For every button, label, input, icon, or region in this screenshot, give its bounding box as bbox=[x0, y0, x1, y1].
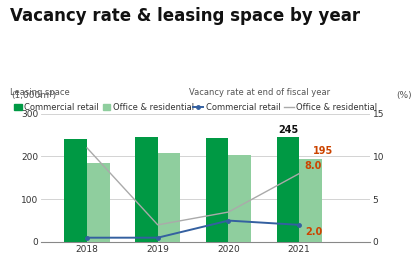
Bar bbox=[158, 153, 180, 242]
Text: (1,000m²): (1,000m²) bbox=[12, 91, 57, 100]
Text: 2.0: 2.0 bbox=[305, 227, 322, 237]
Bar bbox=[277, 137, 299, 242]
Bar bbox=[229, 155, 251, 242]
Bar bbox=[87, 163, 110, 242]
Text: 245: 245 bbox=[278, 125, 298, 135]
Text: Vacancy rate at end of fiscal year: Vacancy rate at end of fiscal year bbox=[189, 88, 330, 97]
Legend: Commercial retail, Office & residential: Commercial retail, Office & residential bbox=[193, 103, 377, 112]
Text: 195: 195 bbox=[313, 146, 334, 156]
Bar bbox=[135, 137, 158, 242]
Text: (%): (%) bbox=[396, 91, 411, 100]
Legend: Commercial retail, Office & residential: Commercial retail, Office & residential bbox=[14, 103, 194, 112]
Text: 8.0: 8.0 bbox=[305, 161, 322, 171]
Bar bbox=[65, 139, 87, 242]
Text: Leasing space: Leasing space bbox=[10, 88, 70, 97]
Text: Vacancy rate & leasing space by year: Vacancy rate & leasing space by year bbox=[10, 7, 360, 24]
Bar bbox=[299, 159, 322, 242]
Bar bbox=[206, 138, 229, 242]
